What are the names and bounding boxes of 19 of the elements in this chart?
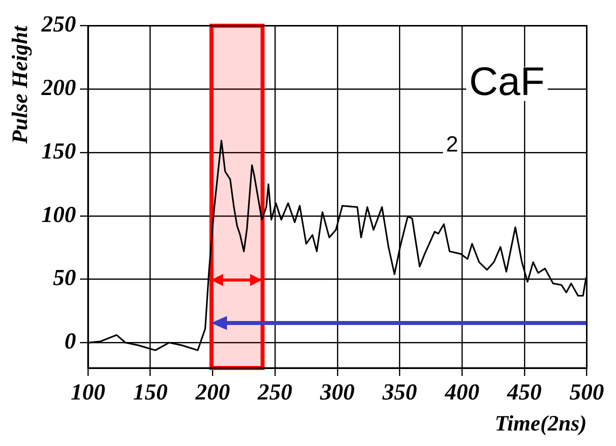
x-tick-label: 200 — [194, 380, 230, 405]
x-tick-label: 100 — [70, 380, 106, 405]
x-tick-label: 350 — [381, 380, 418, 405]
x-tick-label: 300 — [319, 380, 356, 405]
x-tick-label: 400 — [444, 380, 480, 405]
x-axis-title: Time(2ns) — [494, 410, 587, 436]
y-tick-label: 100 — [42, 202, 76, 227]
y-tick-label: 250 — [40, 12, 76, 37]
y-axis-title: Pulse Height — [6, 24, 32, 145]
y-tick-label: 200 — [40, 75, 76, 100]
annotation: 2 — [446, 132, 458, 157]
x-tick-label: 250 — [256, 380, 293, 405]
x-tick-label: 500 — [570, 380, 604, 405]
y-tick-label: 150 — [42, 138, 76, 164]
y-tick-label: 50 — [53, 265, 76, 290]
x-tick-label: 150 — [133, 380, 168, 405]
y-tick-label: 0 — [64, 328, 76, 354]
x-tick-label: 450 — [506, 380, 542, 405]
annotation: CaF — [469, 60, 545, 104]
